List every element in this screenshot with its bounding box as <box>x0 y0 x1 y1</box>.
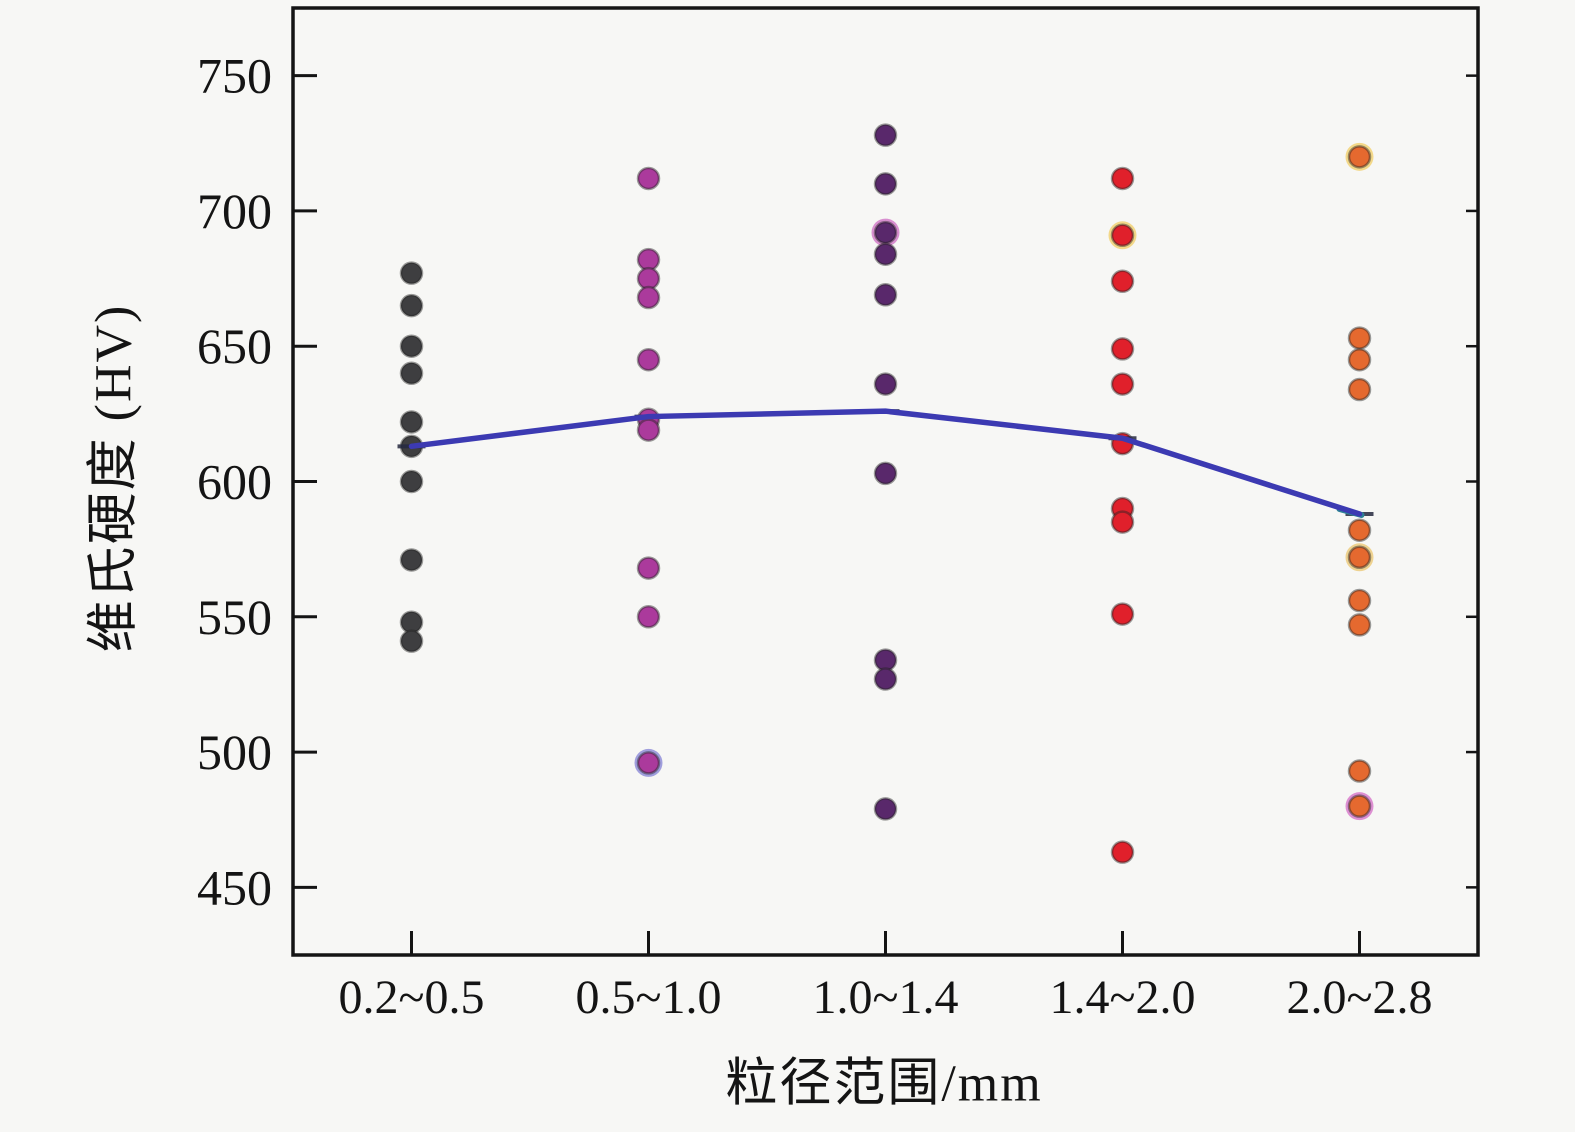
data-point <box>399 334 424 358</box>
data-point <box>1347 347 1372 372</box>
data-point <box>1347 588 1372 613</box>
data-point <box>1347 377 1372 402</box>
y-tick-label: 500 <box>197 724 272 780</box>
y-tick-label: 700 <box>197 183 272 239</box>
data-point <box>1110 269 1135 294</box>
data-point <box>636 751 661 775</box>
x-category-label: 0.2~0.5 <box>339 971 485 1024</box>
data-point <box>1110 840 1135 864</box>
x-category-label: 0.5~1.0 <box>576 971 722 1024</box>
data-point <box>1347 794 1372 818</box>
y-tick-label: 550 <box>197 589 272 645</box>
data-point <box>1110 223 1135 248</box>
data-point <box>399 469 424 494</box>
y-tick-label: 650 <box>197 318 272 374</box>
data-point <box>1347 613 1372 637</box>
data-point <box>636 166 661 191</box>
data-point <box>873 242 898 266</box>
data-point <box>873 461 898 486</box>
data-point <box>1110 602 1135 626</box>
y-tick-label: 750 <box>197 48 272 104</box>
data-point <box>1110 166 1135 191</box>
data-point <box>873 220 898 245</box>
data-point <box>873 797 898 821</box>
data-point <box>399 293 424 318</box>
y-axis-title: 维氏硬度 (HV) <box>85 303 143 653</box>
x-category-label: 1.4~2.0 <box>1050 971 1196 1024</box>
data-point <box>873 172 898 196</box>
data-point <box>399 629 424 653</box>
y-tick-label: 450 <box>197 859 272 915</box>
data-point <box>636 605 661 629</box>
data-point <box>1347 326 1372 350</box>
data-point <box>873 283 898 307</box>
x-axis-title: 粒径范围/mm <box>725 1055 1043 1113</box>
data-point <box>399 548 424 572</box>
data-point <box>1110 372 1135 396</box>
data-point <box>873 123 898 147</box>
data-point <box>873 372 898 396</box>
x-category-label: 2.0~2.8 <box>1287 971 1433 1024</box>
data-point <box>636 347 661 372</box>
data-point <box>1110 337 1135 361</box>
mean-line <box>408 408 1363 517</box>
data-point <box>1347 545 1372 570</box>
data-point <box>636 418 661 442</box>
data-point <box>873 667 898 691</box>
data-point <box>1110 510 1135 534</box>
data-point <box>1347 759 1372 783</box>
x-category-label: 1.0~1.4 <box>813 971 959 1024</box>
data-point <box>1347 145 1372 169</box>
y-tick-label: 600 <box>197 454 272 510</box>
data-point <box>636 556 661 580</box>
data-point <box>399 361 424 386</box>
data-point <box>636 285 661 310</box>
data-point <box>1347 518 1372 542</box>
data-point <box>399 261 424 285</box>
data-point <box>399 410 424 434</box>
